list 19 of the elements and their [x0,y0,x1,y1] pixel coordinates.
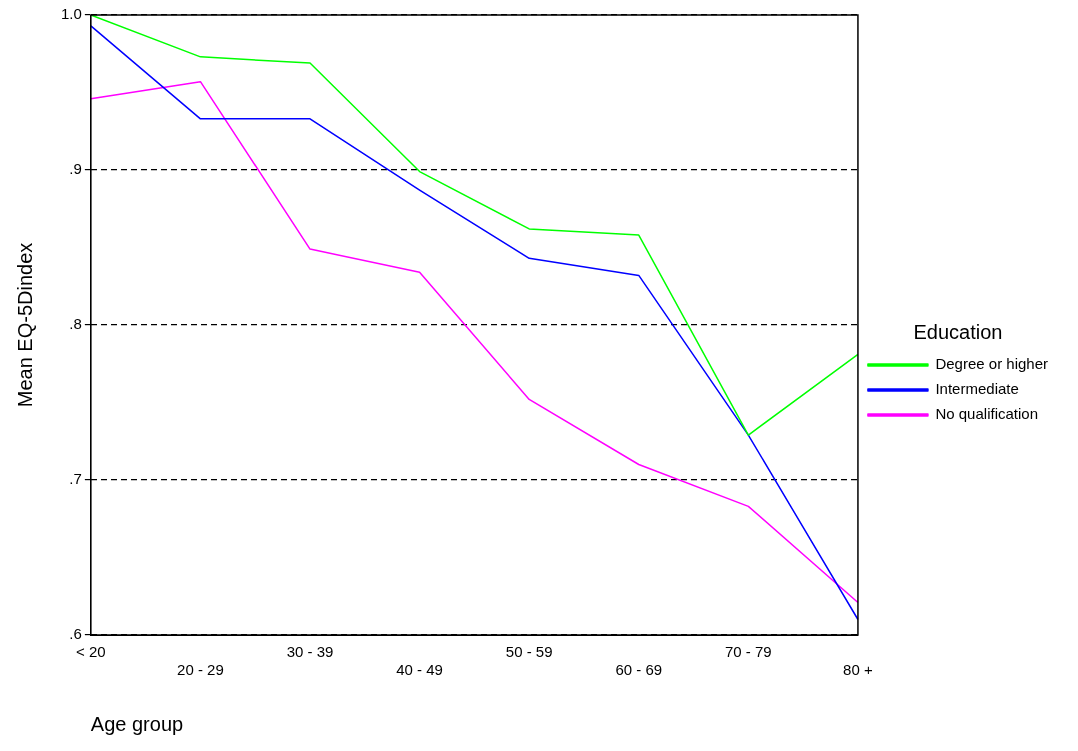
x-tick-label: 20 - 29 [177,661,224,679]
x-tick-label: 60 - 69 [615,661,663,679]
x-tick-label: 50 - 59 [505,643,553,661]
y-tick-label: 1.0 [60,5,82,23]
x-tick-label: < 20 [76,643,106,661]
y-axis-title: Mean EQ-5Dindex [13,242,36,408]
legend-label: No qualification [935,405,1038,423]
y-tick-label: .8 [69,315,82,333]
x-axis-title: Age group [90,712,184,735]
legend-label: Degree or higher [935,355,1049,373]
x-tick-label: 80 + [843,661,873,679]
y-tick-label: .6 [69,625,82,643]
legend-label: Intermediate [935,380,1019,398]
x-tick-label: 30 - 39 [286,643,334,661]
legend-title: Education [913,321,1003,344]
x-tick-label: 70 - 79 [725,643,772,661]
y-tick-label: .9 [69,160,82,178]
x-tick-label: 40 - 49 [396,661,443,679]
y-tick-label: .7 [69,470,82,488]
